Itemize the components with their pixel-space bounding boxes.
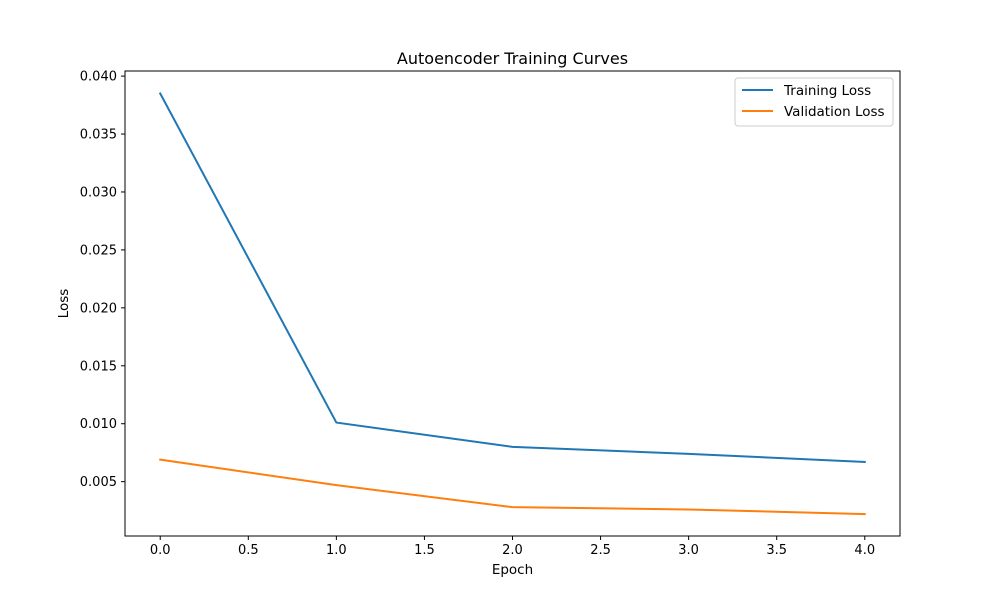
x-tick-label: 2.5 (590, 543, 611, 558)
x-tick-label: 1.5 (414, 543, 435, 558)
x-tick-label: 1.0 (326, 543, 347, 558)
y-tick-label: 0.025 (80, 243, 117, 258)
legend-box (734, 77, 894, 127)
x-tick-label: 2.0 (502, 543, 523, 558)
y-tick-label: 0.005 (80, 475, 117, 490)
series-layer (158, 92, 866, 516)
y-axis-ticks: 0.005 0.010 0.015 0.020 0.025 0.030 0.035 0.040 (80, 70, 125, 490)
x-axis-label: Epoch (492, 562, 533, 578)
x-axis-ticks: 0.0 0.5 1.0 1.5 2.0 2.5 3.0 3.5 4.0 (150, 536, 875, 558)
legend-label-validation-loss: Validation Loss (784, 104, 885, 120)
x-tick-label: 4.0 (854, 543, 875, 558)
legend: Training Loss Validation Loss (734, 77, 894, 127)
y-tick-label: 0.015 (80, 359, 117, 374)
legend-entries: Training Loss Validation Loss (742, 83, 885, 120)
x-tick-label: 0.0 (150, 543, 171, 558)
y-tick-label: 0.010 (80, 417, 117, 432)
validation-loss-line (159, 458, 866, 516)
y-tick-label: 0.040 (80, 70, 117, 85)
y-tick-label: 0.020 (80, 301, 117, 316)
x-tick-label: 0.5 (238, 543, 259, 558)
y-tick-label: 0.030 (80, 185, 117, 200)
x-tick-label: 3.0 (678, 543, 699, 558)
training-loss-line (158, 92, 866, 464)
y-axis-label: Loss (56, 289, 72, 319)
legend-label-training-loss: Training Loss (783, 83, 871, 99)
chart-title: Autoencoder Training Curves (397, 49, 628, 68)
y-tick-label: 0.035 (80, 128, 117, 143)
x-tick-label: 3.5 (766, 543, 787, 558)
